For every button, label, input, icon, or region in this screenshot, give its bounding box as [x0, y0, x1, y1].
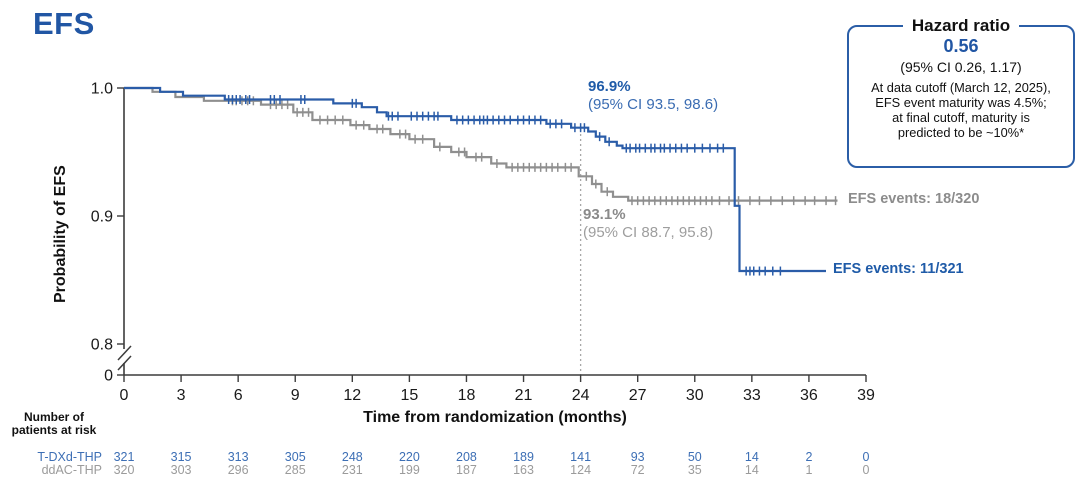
risk-count: 2	[805, 450, 813, 464]
risk-count: 313	[227, 450, 249, 464]
footnote-line-3: at final cutoff, maturity is	[892, 109, 1030, 125]
maturity-footnote: At data cutoff (March 12, 2025), EFS eve…	[855, 80, 1067, 141]
figure-title: EFS	[33, 6, 95, 41]
risk-count: 35	[687, 463, 702, 477]
risk-count: 0	[862, 450, 870, 464]
risk-count: 187	[456, 463, 477, 477]
ddac-landmark-annotation: 93.1% (95% CI 88.7, 95.8)	[583, 206, 713, 243]
risk-row-label-ddac-thp: ddAC-THP	[41, 463, 102, 477]
x-axis-tick-label: 18	[458, 387, 476, 404]
x-axis-tick-label: 6	[234, 387, 243, 404]
risk-count: 248	[341, 450, 363, 464]
x-axis-tick-label: 36	[800, 387, 818, 404]
x-axis-tick-label: 21	[515, 387, 533, 404]
axis-break-slash	[117, 345, 132, 361]
risk-count: 163	[513, 463, 534, 477]
risk-count: 141	[570, 450, 592, 464]
risk-table-header: Number of patients at risk	[4, 411, 104, 437]
risk-count: 231	[341, 463, 363, 477]
footnote-line-4: predicted to be ~10%*	[897, 124, 1025, 140]
risk-count: 199	[398, 463, 420, 477]
x-axis-tick-label: 15	[400, 387, 418, 404]
risk-row-label-t-dxd-thp: T-DXd-THP	[37, 450, 102, 464]
risk-count: 321	[113, 450, 135, 464]
x-axis-tick-label: 0	[120, 387, 129, 404]
risk-count: 320	[113, 463, 135, 477]
y-axis-title: Probability of EFS	[52, 165, 69, 303]
x-axis-tick-label: 12	[343, 387, 361, 404]
tdxd-landmark-pct: 96.9%	[588, 78, 631, 95]
y-axis-zero-label: 0	[104, 368, 113, 385]
risk-count: 14	[744, 463, 759, 477]
risk-count: 124	[570, 463, 592, 477]
risk-count: 72	[630, 463, 645, 477]
risk-count: 303	[170, 463, 192, 477]
risk-header-line-2: patients at risk	[11, 422, 97, 437]
km-curve-ddac-thp	[124, 86, 838, 202]
risk-count: 50	[687, 450, 702, 464]
tdxd-landmark-ci: (95% CI 93.5, 98.6)	[588, 96, 719, 114]
x-axis-tick-label: 33	[743, 387, 761, 404]
x-axis-tick-label: 24	[572, 387, 590, 404]
hazard-ratio-box: Hazard ratio 0.56 (95% CI 0.26, 1.17) At…	[847, 16, 1075, 168]
risk-count: 93	[630, 450, 645, 464]
y-axis-tick-label: 1.0	[91, 81, 113, 98]
risk-count: 315	[170, 450, 192, 464]
y-axis-tick-label: 0.8	[91, 337, 113, 354]
risk-header-line-1: Number of	[24, 410, 84, 424]
risk-count: 305	[284, 450, 306, 464]
risk-count: 1	[805, 463, 813, 477]
ddac-landmark-pct: 93.1%	[583, 206, 626, 223]
risk-count: 189	[513, 450, 534, 464]
x-axis-tick-label: 27	[629, 387, 647, 404]
axis-break-slash	[117, 355, 132, 371]
ddac-events-label: EFS events: 18/320	[848, 191, 980, 207]
x-axis-tick-label: 30	[686, 387, 704, 404]
risk-count: 208	[456, 450, 477, 464]
risk-count: 296	[227, 463, 249, 477]
x-axis-tick-label: 39	[857, 387, 875, 404]
hazard-ratio-title: Hazard ratio	[911, 16, 1011, 35]
ddac-landmark-ci: (95% CI 88.7, 95.8)	[583, 224, 714, 242]
risk-count: 220	[398, 450, 420, 464]
x-axis-tick-label: 9	[291, 387, 300, 404]
tdxd-landmark-annotation: 96.9% (95% CI 93.5, 98.6)	[588, 78, 718, 115]
x-axis-title: Time from randomization (months)	[363, 409, 627, 426]
km-curve-t-dxd-thp	[124, 86, 826, 273]
risk-count: 285	[284, 463, 306, 477]
risk-count: 0	[862, 463, 870, 477]
hazard-ratio-value: 0.56	[943, 36, 979, 56]
footnote-line-2: EFS event maturity was 4.5%;	[875, 94, 1047, 110]
footnote-line-1: At data cutoff (March 12, 2025),	[871, 80, 1051, 95]
hazard-ratio-ci: (95% CI 0.26, 1.17)	[900, 59, 1022, 75]
y-axis-tick-label: 0.9	[91, 209, 113, 226]
x-axis-tick-label: 3	[177, 387, 186, 404]
tdxd-events-label: EFS events: 11/321	[833, 261, 964, 277]
risk-count: 14	[744, 450, 759, 464]
